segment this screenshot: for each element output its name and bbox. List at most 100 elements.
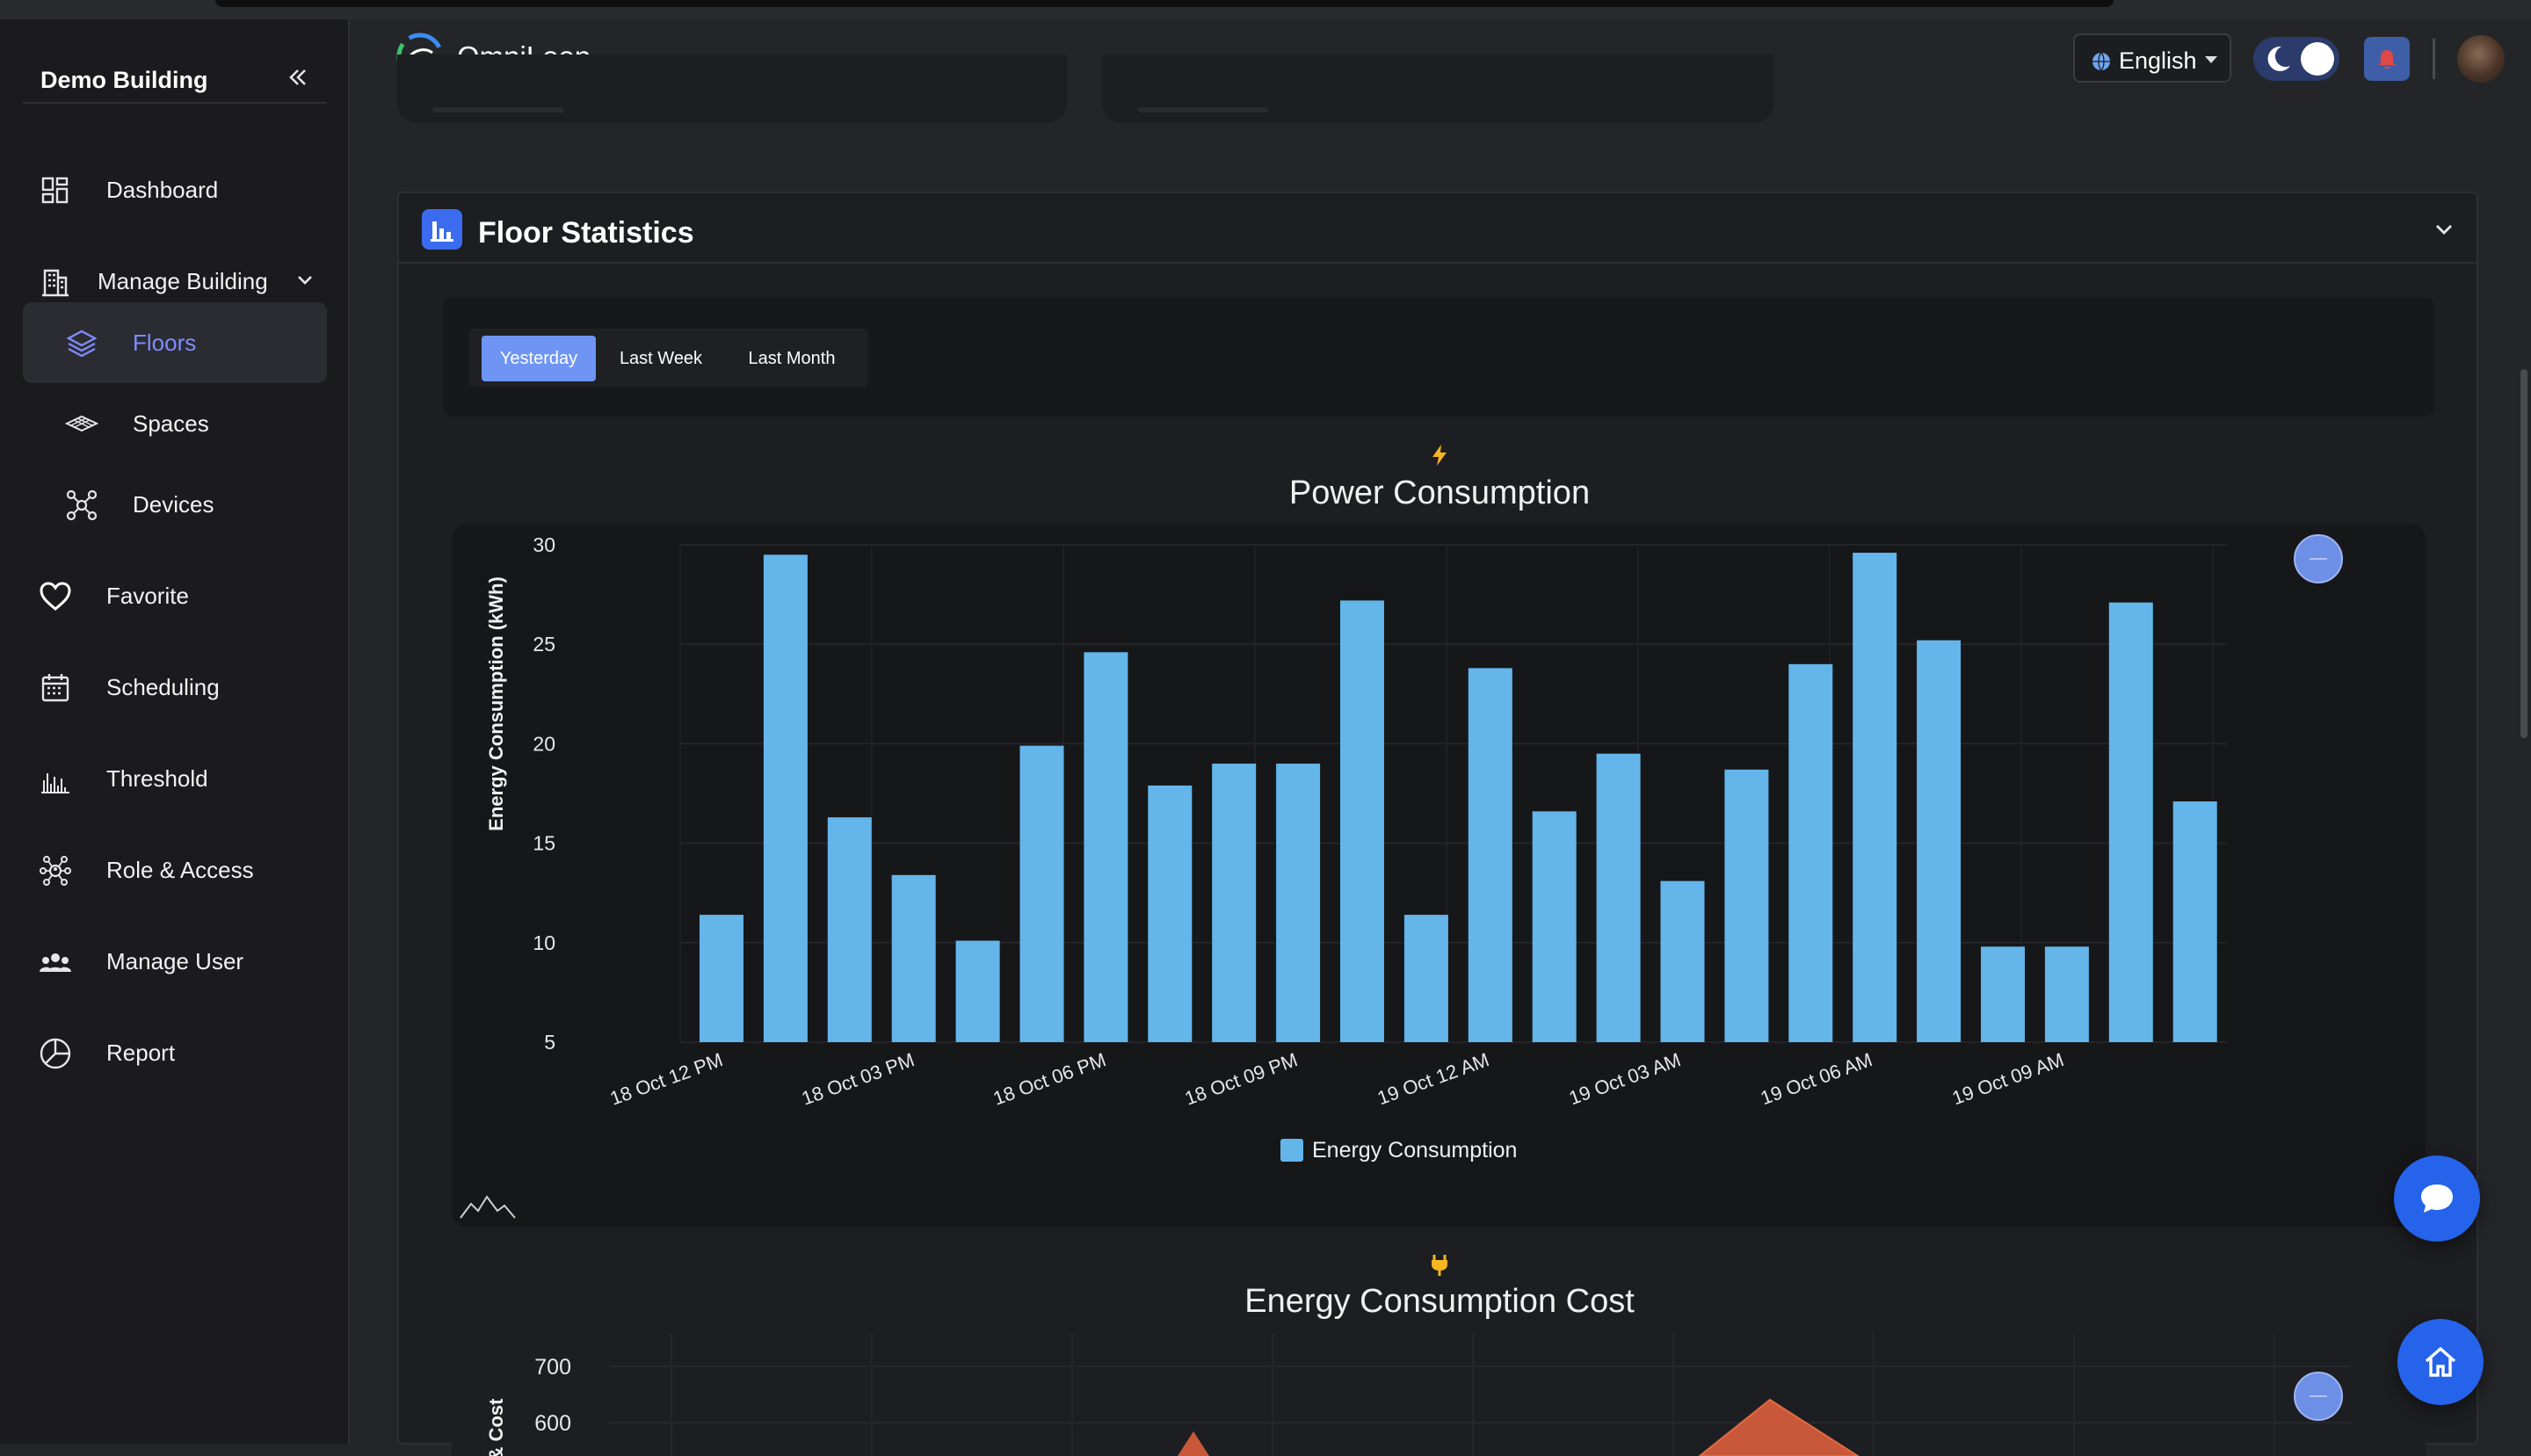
sidebar-item-floors[interactable]: Floors [23, 302, 327, 383]
stat-card [397, 54, 1067, 123]
bar [2108, 602, 2153, 1042]
avatar[interactable] [2457, 35, 2505, 83]
chat-button[interactable] [2394, 1155, 2480, 1242]
bar [1853, 553, 1897, 1042]
y-tick-label: 15 [533, 832, 555, 855]
bar-chart-icon [422, 209, 462, 250]
floor-statistics-panel: Floor Statistics Yesterday Last Week Las… [397, 192, 2478, 1456]
y-tick-label: 25 [533, 633, 555, 656]
bar [1660, 880, 1705, 1042]
pie-chart-icon [40, 1038, 71, 1069]
sidebar-item-label: Dashboard [106, 176, 219, 203]
bell-icon [2378, 50, 2396, 69]
bar [1724, 769, 1769, 1042]
sidebar-item-label: Manage User [106, 947, 244, 974]
energy-cost-chart: 600 700 & Cost [452, 1333, 2426, 1456]
sidebar-item-favorite[interactable]: Favorite [23, 555, 327, 636]
bar [1340, 600, 1384, 1042]
language-select[interactable]: English [2073, 33, 2231, 83]
tab-last-month[interactable]: Last Month [748, 349, 836, 368]
power-chart-title: Power Consumption [1288, 474, 1591, 511]
sidebar-header: Demo Building [23, 51, 327, 104]
bar [1981, 946, 2025, 1042]
threshold-icon [41, 773, 69, 793]
window-top-strip [0, 0, 2531, 19]
header-divider [2433, 39, 2435, 79]
layers-icon [66, 330, 98, 358]
theme-toggle[interactable] [2253, 37, 2339, 81]
area-series [1698, 1398, 1860, 1456]
sidebar-item-role-access[interactable]: Role & Access [23, 829, 327, 910]
sidebar-item-report[interactable]: Report [23, 1012, 327, 1093]
sidebar-item-devices[interactable]: Devices [23, 464, 327, 545]
users-icon [40, 953, 71, 972]
sidebar: Demo Building Dashboard Manage Building … [0, 19, 350, 1445]
sidebar-item-label: Threshold [106, 764, 208, 792]
y-tick-label: 30 [533, 533, 555, 556]
chat-icon [2421, 1184, 2453, 1213]
dashboard-icon [41, 177, 69, 204]
y-axis-label: Energy Consumption (kWh) [485, 576, 507, 831]
sidebar-item-label: Floors [133, 329, 197, 356]
sidebar-item-dashboard[interactable]: Dashboard [23, 149, 327, 230]
sidebar-item-manage-user[interactable]: Manage User [23, 921, 327, 1002]
y-tick-label: 20 [533, 732, 555, 755]
home-icon [2425, 1346, 2456, 1377]
devices-icon [66, 489, 98, 521]
bar [827, 817, 872, 1042]
bar [1148, 785, 1193, 1042]
bar [763, 554, 808, 1042]
notification-button[interactable] [2364, 37, 2410, 81]
spaces-icon [65, 415, 98, 432]
sidebar-item-threshold[interactable]: Threshold [23, 738, 327, 819]
page-scrollbar[interactable] [2520, 369, 2527, 738]
building-icon [42, 269, 69, 297]
sidebar-item-label: Report [106, 1039, 176, 1066]
chevron-down-icon[interactable] [2433, 218, 2455, 241]
zoom-brush-icon [460, 1195, 516, 1219]
bar [1596, 753, 1641, 1042]
lightning-icon [1432, 445, 1447, 466]
bar [1212, 764, 1257, 1042]
bar [1019, 745, 1064, 1042]
date-range-box: Yesterday Last Week Last Month [443, 297, 2434, 417]
caret-down-icon [2205, 56, 2217, 63]
bar [1468, 668, 1512, 1042]
tab-yesterday[interactable]: Yesterday [482, 336, 596, 381]
sidebar-item-label: Devices [133, 490, 214, 518]
sidebar-item-label: Role & Access [106, 856, 254, 883]
building-name: Demo Building [40, 67, 208, 93]
bar [2172, 801, 2217, 1042]
sidebar-item-label: Manage Building [98, 267, 268, 294]
chevron-down-icon[interactable] [295, 271, 315, 290]
y-tick-label: 700 [534, 1355, 571, 1380]
bar [891, 874, 936, 1042]
y-axis-label: & Cost [485, 1398, 507, 1456]
cost-chart-title: Energy Consumption Cost [1244, 1283, 1635, 1320]
globe-icon [2092, 52, 2110, 71]
legend-label: Energy Consumption [1312, 1138, 1517, 1163]
language-value: English [2119, 47, 2197, 74]
sidebar-item-spaces[interactable]: Spaces [23, 383, 327, 464]
stat-card [1102, 54, 1773, 123]
bar [1917, 640, 1962, 1042]
plug-icon [1432, 1255, 1447, 1276]
range-tabs: Yesterday Last Week Last Month [469, 329, 868, 387]
bar [1276, 764, 1321, 1042]
sidebar-item-manage-building[interactable]: Manage Building [23, 241, 327, 322]
moon-icon [2267, 46, 2290, 71]
bar [1532, 811, 1577, 1042]
browser-bar [215, 0, 2114, 7]
collapse-icon[interactable] [283, 63, 311, 91]
network-icon [40, 856, 71, 886]
y-tick-label: 5 [544, 1031, 555, 1054]
legend-swatch [1280, 1139, 1303, 1162]
chart-background [452, 1333, 2426, 1456]
tab-last-week[interactable]: Last Week [619, 349, 703, 368]
home-button[interactable] [2397, 1319, 2484, 1405]
sidebar-item-scheduling[interactable]: Scheduling [23, 647, 327, 728]
calendar-icon [41, 674, 69, 702]
bar [700, 915, 743, 1042]
panel-title: Floor Statistics [478, 216, 694, 250]
panel-header[interactable]: Floor Statistics [399, 193, 2477, 264]
